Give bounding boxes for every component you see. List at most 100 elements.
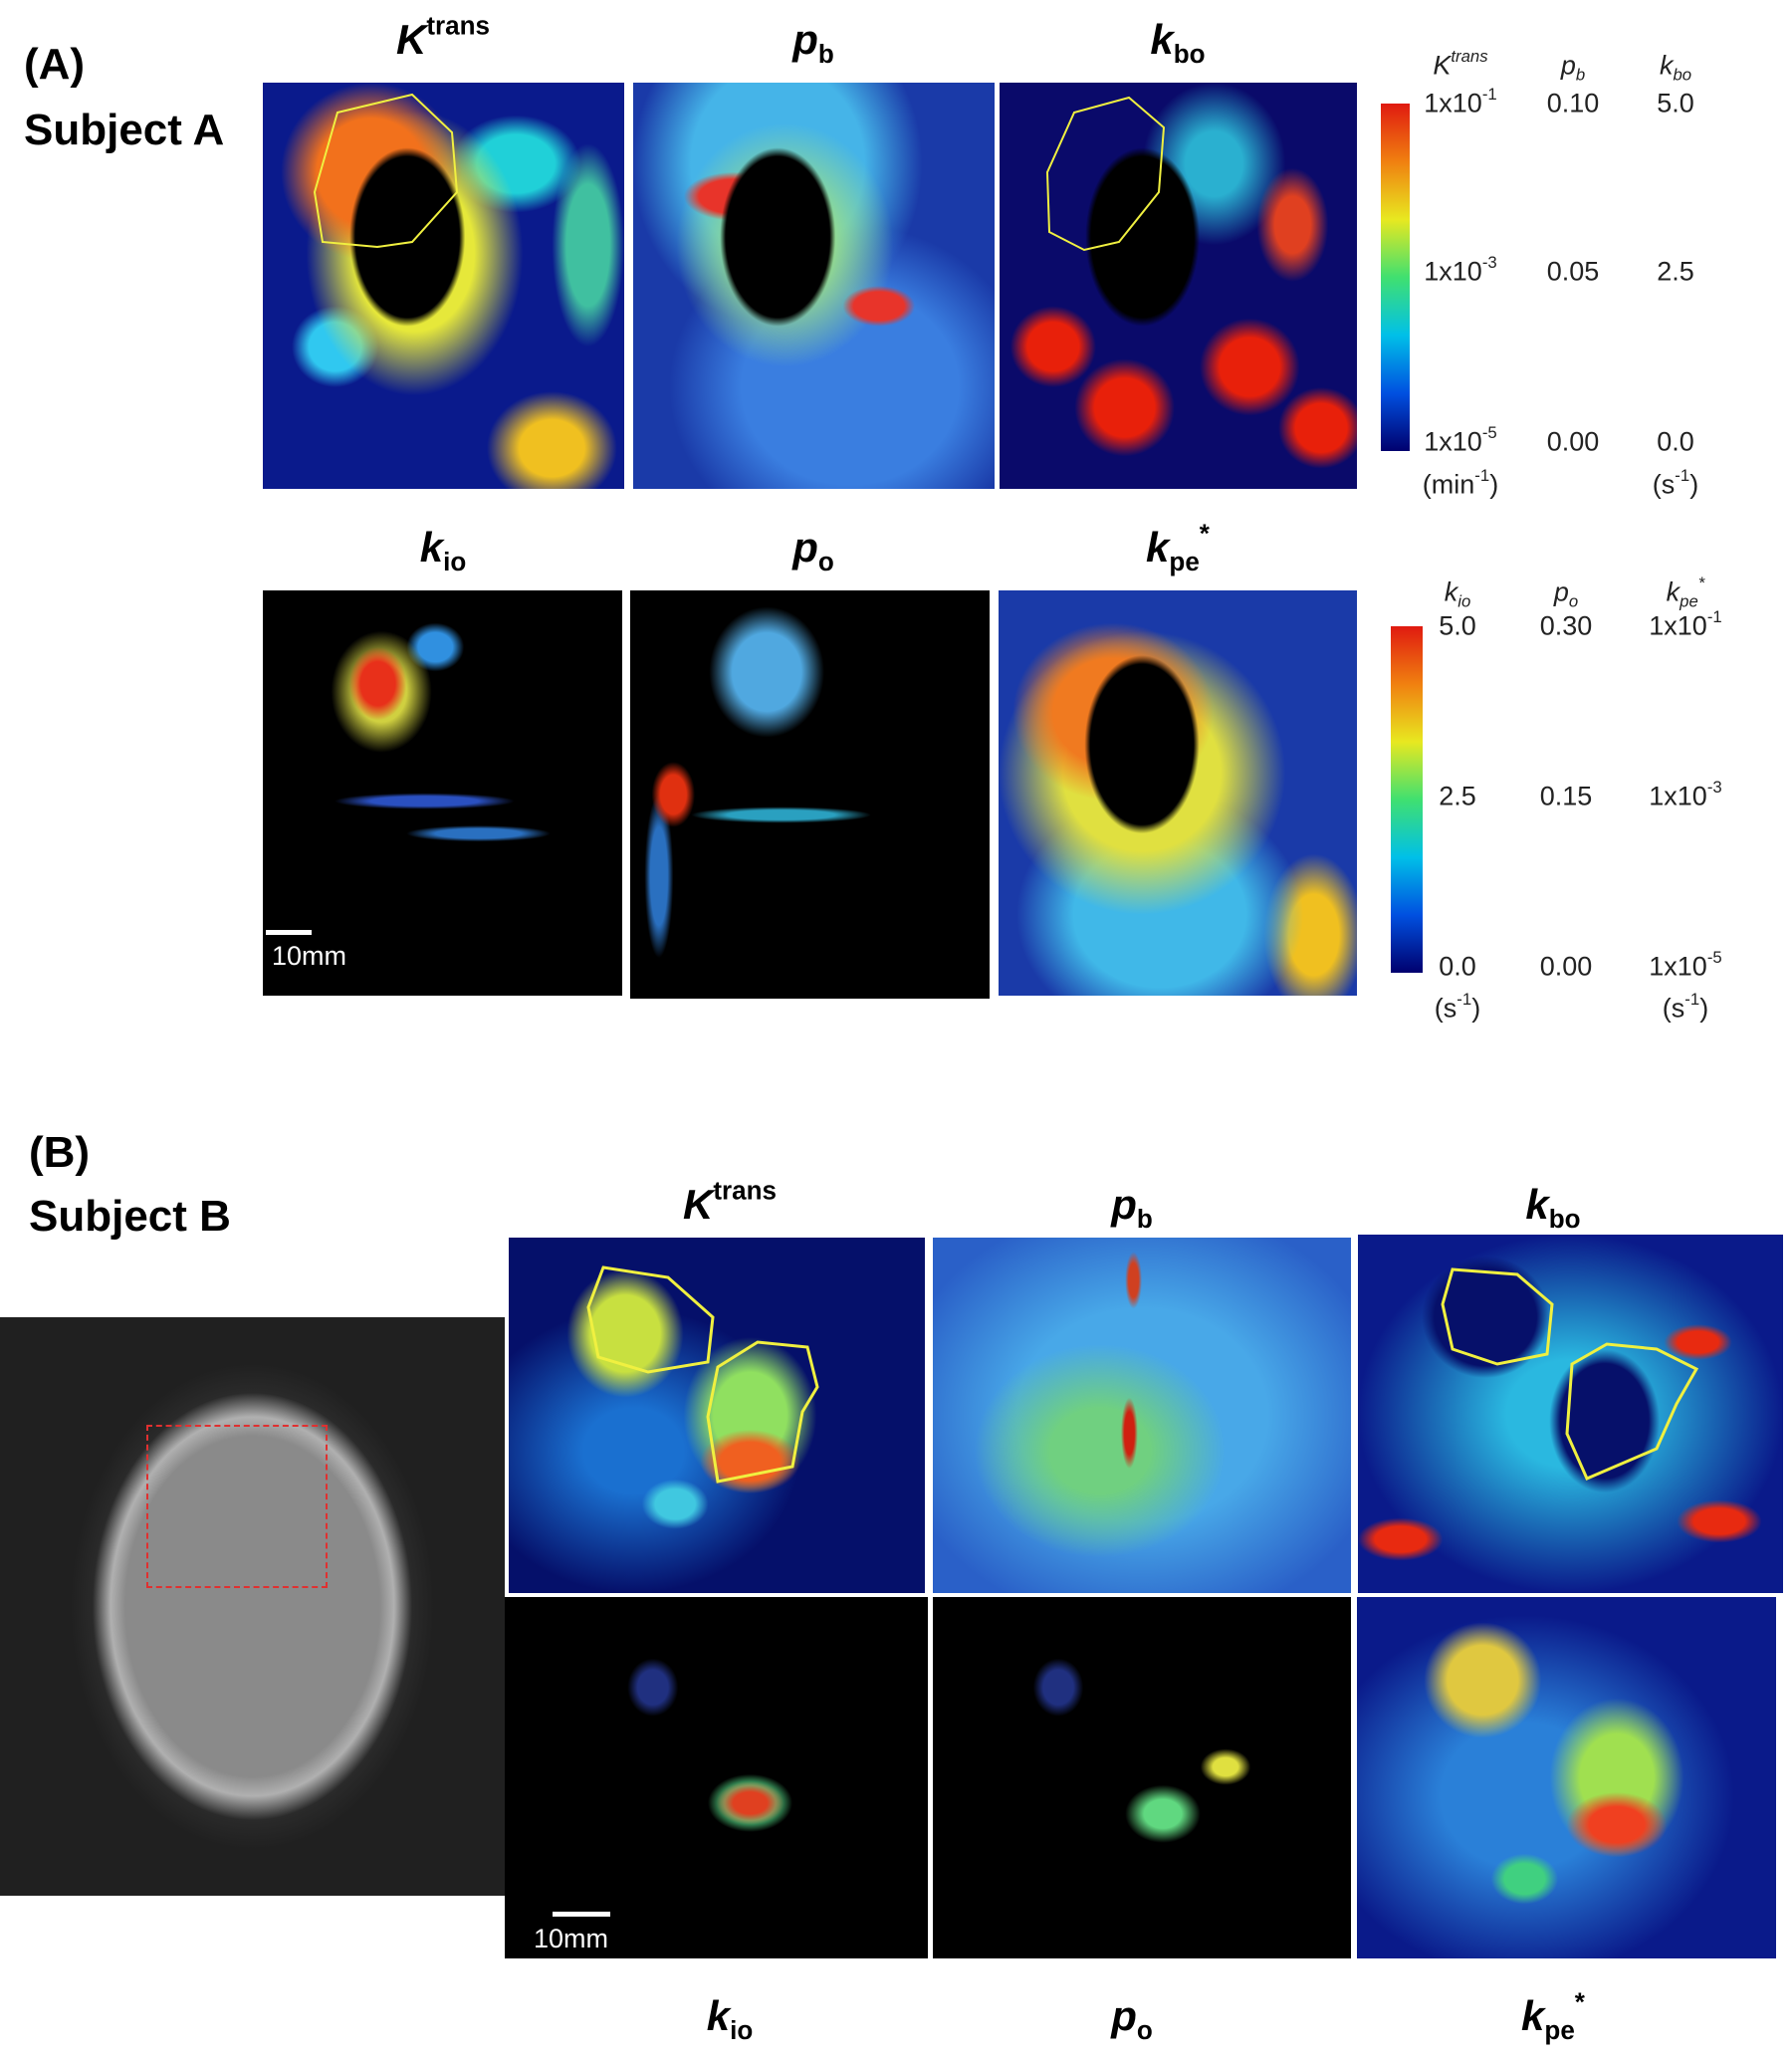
map-title: kio [706,1992,754,2043]
colorbar-unit: (s-1) [1662,991,1708,1025]
text-segment: k [1521,1992,1545,2039]
colorbar-tick-label: 0.05 [1547,257,1600,288]
colorbar-tick-label: 5.0 [1439,611,1476,642]
text-segment: trans [426,10,490,41]
map-title: po [792,524,834,574]
colorbar-unit: (min-1) [1422,467,1499,501]
text-segment: -5 [1481,422,1497,442]
text-segment: p [792,16,818,63]
text-segment: p [1111,1992,1137,2039]
mri-image [0,1317,505,1896]
text-segment: k [1146,524,1170,571]
text-segment: p [1553,576,1569,607]
map-image: 10mm [263,590,622,996]
text-segment: k [1525,1181,1549,1228]
text-segment: trans [1451,46,1488,66]
text-segment: 0.05 [1546,256,1600,287]
text-segment: pe [1169,547,1200,577]
map-title: kbo [1525,1181,1580,1232]
colorbar-unit: (s-1) [1652,467,1698,501]
scale-bar-label: 10mm [272,941,347,971]
subject-label: Subject B [29,1192,231,1241]
text-segment: 5.0 [1657,88,1694,118]
text-segment: * [1574,1986,1585,2017]
colorbar-tick-label: 2.5 [1657,257,1694,288]
text-segment: ) [1471,993,1481,1024]
map-image [630,590,990,999]
colorbar-header: pb [1561,51,1586,85]
text-segment: (s [1652,469,1676,500]
map-title: kpe* [1521,1988,1585,2043]
text-segment: o [817,547,834,577]
text-segment: k [1444,576,1458,607]
text-segment: * [1697,572,1705,592]
roi-contour [1441,1267,1699,1481]
text-segment: pe [1544,2015,1575,2046]
text-segment: 1x10 [1649,610,1707,641]
text-segment: b [1575,65,1586,85]
colorbar-tick-label: 0.00 [1540,952,1593,983]
colorbar-tick-label: 0.10 [1547,89,1600,119]
colorbar-tick-label: 2.5 [1439,782,1476,812]
text-segment: K [683,1181,714,1228]
scale-bar [266,930,312,935]
text-segment: pe [1680,591,1698,611]
text-segment: 5.0 [1439,610,1476,641]
text-segment: -3 [1481,252,1497,272]
text-segment: 0.0 [1439,951,1476,982]
colorbar-header: kbo [1659,50,1692,85]
text-segment: 0.10 [1546,88,1600,118]
text-segment: o [1136,2015,1153,2046]
text-segment: 0.30 [1539,610,1593,641]
text-segment: o [1568,591,1579,611]
text-segment: -1 [1675,465,1690,485]
colorbar-tick-label: 0.00 [1547,427,1600,458]
colorbar-header: Ktrans [1433,48,1487,82]
map-title: pb [792,16,834,67]
text-segment: io [1457,591,1471,611]
map-image [509,1238,925,1593]
text-segment: (s [1662,993,1685,1024]
text-segment: k [1659,50,1674,81]
text-segment: bo [1173,39,1206,70]
text-segment: trans [713,1175,777,1206]
text-segment: io [730,2015,754,2046]
text-segment: K [1433,50,1452,81]
text-segment: 2.5 [1657,256,1694,287]
text-segment: -1 [1481,84,1497,104]
text-segment: 1x10 [1649,951,1707,982]
colorbar-unit: (s-1) [1434,991,1481,1025]
roi-contour [313,93,459,249]
colorbar-tick-label: 0.30 [1540,611,1593,642]
text-segment: 1x10 [1424,256,1482,287]
text-segment: -1 [1474,465,1490,485]
colorbar-tick-label: 1x10-1 [1649,608,1721,642]
text-segment: k [1666,576,1680,607]
map-title: kpe* [1146,520,1210,574]
colorbar-header: po [1553,576,1579,611]
text-segment: 0.0 [1657,426,1694,457]
colorbar-tick-label: 0.0 [1657,427,1694,458]
map-image [1000,83,1357,489]
text-segment: bo [1673,65,1692,85]
map-title: kio [420,524,467,574]
text-segment: ) [1489,469,1499,500]
text-segment: p [792,524,818,571]
text-segment: -1 [1706,606,1722,626]
text-segment: -5 [1706,947,1722,967]
text-segment: bo [1548,1204,1581,1235]
text-segment: b [817,39,834,70]
text-segment: (s [1434,993,1457,1024]
text-segment: k [706,1992,731,2039]
text-segment: (min [1422,469,1475,500]
text-segment: 0.00 [1539,951,1593,982]
colorbar-tick-label: 1x10-3 [1424,254,1496,288]
colorbar-tick-label: 5.0 [1657,89,1694,119]
colorbar-tick-label: 1x10-5 [1649,949,1721,983]
colorbar-header: kpe* [1666,574,1705,611]
text-segment: * [1199,518,1210,549]
map-title: Ktrans [683,1177,777,1229]
map-image [263,83,624,489]
roi-contour [1045,96,1166,252]
roi-box [146,1425,328,1588]
